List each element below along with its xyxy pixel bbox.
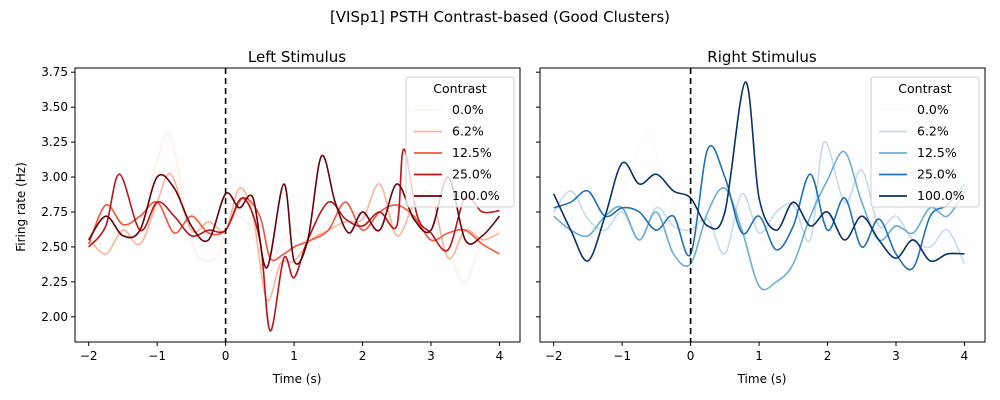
right-x-axis-label: Time (s)	[737, 372, 787, 386]
left-x-tick-label-6: 4	[496, 349, 504, 363]
left-panel: Left Stimulus Time (s) Firing rate (Hz) …	[14, 48, 521, 386]
right-legend-label-3: 25.0%	[917, 167, 957, 182]
left-series-line-2	[87, 196, 500, 262]
left-x-tick-label-4: 2	[359, 349, 367, 363]
left-y-tick-label-3: 2.75	[41, 205, 68, 219]
left-x-axis-label: Time (s)	[272, 372, 322, 386]
right-x-tick-label-6: 4	[961, 349, 969, 363]
right-panel-title: Right Stimulus	[707, 48, 817, 66]
left-legend-title: Contrast	[433, 81, 487, 96]
right-series-line-3	[553, 145, 966, 271]
left-series-line-3	[88, 148, 500, 332]
left-series-line-4	[88, 154, 501, 269]
right-x-tick-label-4: 2	[824, 349, 832, 363]
left-y-tick-label-6: 3.50	[41, 100, 68, 114]
right-x-tick-label-1: −1	[613, 349, 631, 363]
left-x-tick-label-3: 1	[290, 349, 298, 363]
right-legend-label-0: 0.0%	[917, 102, 949, 117]
left-y-tick-label-1: 2.25	[41, 275, 68, 289]
left-y-tick-label-4: 3.00	[41, 170, 68, 184]
right-plot-area: −2 −1 0 1 2 3 4 Contrast 0.0% 6.2% 12.5% 25.0% 100.0…	[536, 67, 986, 363]
left-legend-label-2: 12.5%	[452, 145, 492, 160]
left-y-tick-label-2: 2.50	[41, 240, 68, 254]
left-axes-frame	[74, 67, 521, 343]
right-axes-frame	[539, 67, 986, 343]
right-series-group	[552, 81, 966, 291]
right-legend-label-1: 6.2%	[917, 124, 949, 139]
left-y-axis-label: Firing rate (Hz)	[14, 162, 28, 252]
right-x-tick-label-3: 1	[755, 349, 763, 363]
left-legend-label-3: 25.0%	[452, 167, 492, 182]
left-legend: Contrast 0.0% 6.2% 12.5% 25.0% 100.0%	[405, 76, 515, 208]
right-panel: Right Stimulus Time (s) −2 −1 0 1 2 3 4 Contras…	[536, 48, 986, 386]
left-y-tick-label-5: 3.25	[41, 135, 68, 149]
left-y-tick-label-7: 3.75	[41, 65, 68, 79]
left-series-group	[87, 132, 501, 332]
right-x-tick-label-2: 0	[687, 349, 695, 363]
right-series-line-1	[553, 141, 966, 265]
left-panel-title: Left Stimulus	[248, 48, 346, 66]
right-legend-label-2: 12.5%	[917, 145, 957, 160]
right-series-line-4	[552, 81, 965, 263]
right-legend-label-4: 100.0%	[917, 188, 965, 203]
left-legend-label-0: 0.0%	[452, 102, 484, 117]
left-x-tick-label-2: 0	[222, 349, 230, 363]
right-x-tick-label-0: −2	[545, 349, 563, 363]
left-legend-label-4: 100.0%	[452, 188, 500, 203]
left-x-tick-label-5: 3	[427, 349, 435, 363]
left-x-tick-label-0: −2	[80, 349, 98, 363]
right-x-tick-label-5: 3	[892, 349, 900, 363]
figure-title: [VISp1] PSTH Contrast-based (Good Cluste…	[330, 8, 670, 26]
left-legend-label-1: 6.2%	[452, 124, 484, 139]
left-x-tick-label-1: −1	[148, 349, 166, 363]
right-legend-title: Contrast	[898, 81, 952, 96]
right-legend: Contrast 0.0% 6.2% 12.5% 25.0% 100.0%	[870, 76, 980, 208]
left-plot-area: −2 −1 0 1 2 3 4 2.00 2.25 2.50 2.75 3.00 3.25 3.50 3.7…	[41, 65, 521, 363]
left-y-tick-label-0: 2.00	[41, 310, 68, 324]
